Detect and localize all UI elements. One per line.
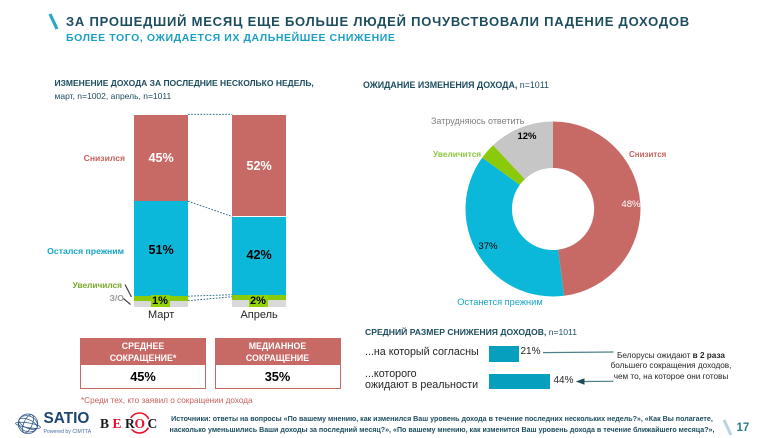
svg-text:E: E bbox=[113, 416, 122, 431]
svg-text:R: R bbox=[125, 416, 135, 431]
svg-text:C: C bbox=[148, 416, 158, 431]
svg-text:O: O bbox=[135, 416, 146, 431]
svg-text:B: B bbox=[100, 416, 109, 431]
